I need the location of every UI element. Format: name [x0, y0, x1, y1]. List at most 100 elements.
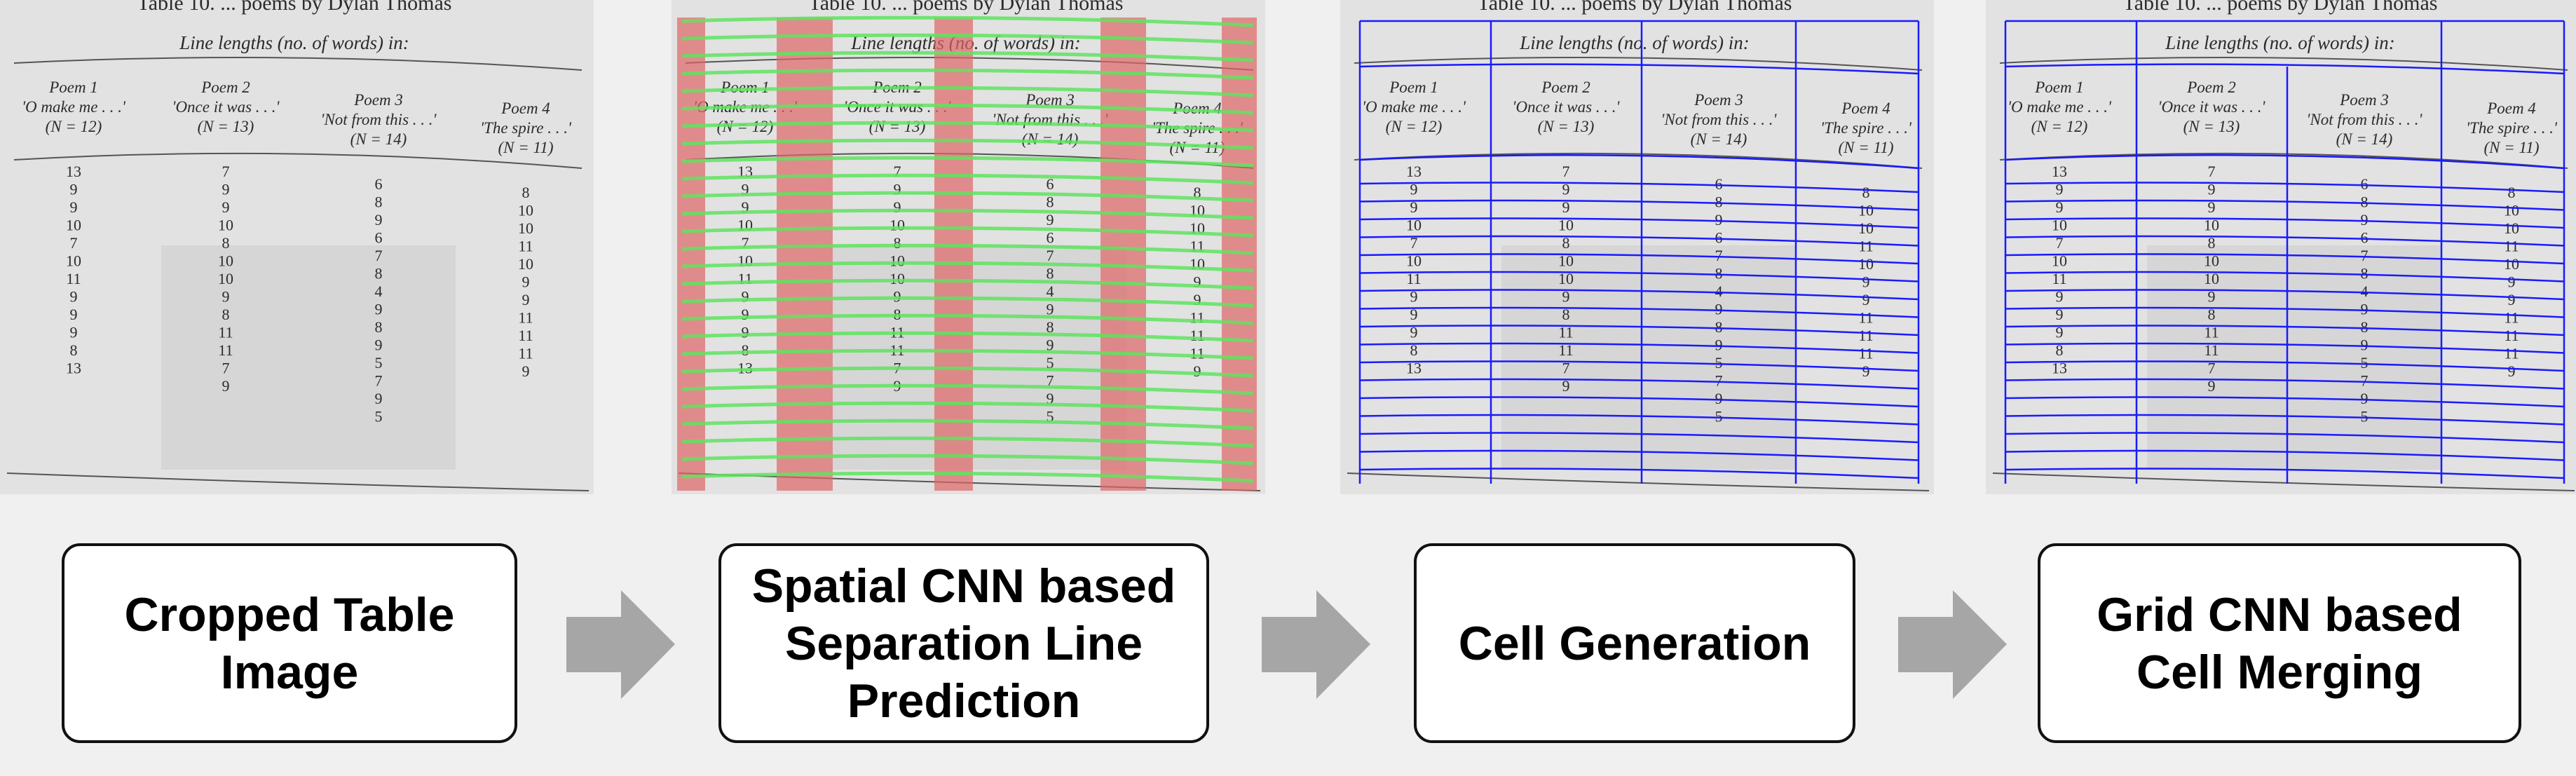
column-title: Poem 3	[1694, 91, 1743, 109]
table-cell-value: 10	[518, 255, 533, 273]
table-cell-value: 8	[1715, 318, 1723, 336]
cell-row-line	[1359, 271, 1919, 283]
table-cell-value: 9	[1410, 288, 1418, 306]
row-separator	[681, 208, 1254, 220]
table-cell-value: 8	[2361, 193, 2369, 211]
row-separator	[681, 103, 1254, 115]
table-cell-value: 9	[1047, 336, 1054, 354]
table-cell-value: 9	[70, 324, 78, 341]
table-cell-value: 8	[742, 341, 749, 359]
table-caption: Table 10. ... poems by Dylan Thomas	[809, 0, 1124, 15]
cell-row-line	[1359, 432, 1919, 444]
table-cell-value: 4	[1715, 283, 1723, 300]
table-cell-value: 6	[1047, 229, 1054, 247]
table-cell-value: 8	[2361, 265, 2369, 283]
column-title: Poem 4	[1841, 100, 1890, 117]
table-cell-value: 10	[218, 252, 233, 270]
column-title: Poem 1	[2034, 79, 2084, 96]
table-cell-value: 7	[70, 234, 78, 252]
cell-row-line	[2005, 414, 2565, 426]
table-cell-value: 10	[2204, 217, 2219, 234]
column-first-line: 'Not from this . . .'	[1661, 111, 1778, 128]
table-header: Line lengths (no. of words) in:	[179, 32, 409, 53]
table-cell-value: 8	[1715, 265, 1723, 283]
column-title: Poem 2	[200, 79, 250, 96]
cell-row-line	[2005, 468, 2565, 479]
table-cell-value: 10	[1558, 252, 1574, 270]
table-cell-value: 10	[2504, 219, 2519, 237]
cell-row-line	[2005, 271, 2565, 283]
table-cell-value: 9	[1715, 336, 1723, 354]
row-separator	[681, 68, 1254, 80]
table-cell-value: 9	[222, 198, 230, 216]
table-cell-value: 8	[1562, 306, 1570, 323]
column-first-line: 'Not from this . . .'	[2307, 111, 2423, 128]
table-cell-value: 13	[66, 360, 81, 377]
column-first-line: 'O make me . . .'	[2008, 98, 2112, 116]
cell-generation-image: Table 10. ... poems by Dylan Thomas Line …	[1340, 0, 1934, 494]
table-cell-value: 11	[1858, 345, 1873, 362]
column-first-line: 'Not from this . . .'	[321, 111, 437, 128]
table-cell-value: 7	[1715, 372, 1723, 390]
table-cell-value: 7	[1410, 234, 1418, 252]
step-label: Grid CNN based Cell Merging	[2097, 587, 2462, 699]
table-cell-value: 11	[1190, 345, 1204, 362]
table-cell-value: 9	[1194, 273, 1201, 291]
row-separator	[681, 418, 1254, 430]
cell-row-line	[1359, 199, 1919, 211]
table-cell-value: 10	[1558, 270, 1574, 287]
cell-row-line	[2005, 253, 2565, 265]
cell-row-line	[2005, 235, 2565, 247]
column-count: (N = 11)	[2484, 139, 2540, 156]
column-separator	[934, 18, 973, 491]
cell-grid	[1358, 20, 1920, 484]
table-cell-value: 8	[1862, 184, 1870, 201]
column-first-line: 'O make me . . .'	[22, 98, 126, 116]
table-cell-value: 6	[2361, 229, 2369, 247]
column-title: Poem 4	[2486, 100, 2536, 117]
table-cell-value: 9	[2208, 377, 2216, 395]
table-header: Line lengths (no. of words) in:	[2165, 32, 2395, 53]
column-title: Poem 3	[2339, 91, 2389, 109]
table-cell-value: 13	[737, 360, 753, 377]
table-cell-value: 10	[218, 270, 233, 287]
table-cell-value: 6	[1715, 175, 1723, 193]
table-cell-value: 8	[70, 341, 78, 359]
cell-row-line	[2005, 325, 2565, 336]
cell-row-line	[2005, 342, 2565, 354]
step-cropped-table: Cropped Table Image	[62, 543, 517, 743]
table-cell-value: 9	[1047, 390, 1054, 407]
cell-row-line	[1359, 154, 1919, 170]
table-cell-value: 9	[2508, 362, 2516, 380]
row-separator	[681, 383, 1254, 395]
table-cell-value: 5	[1047, 408, 1054, 426]
table-cell-value: 8	[1410, 341, 1418, 359]
table-cell-value: 7	[1562, 163, 1570, 180]
table-cell-value: 9	[1715, 211, 1723, 229]
table-cell-value: 10	[1406, 252, 1422, 270]
cell-row-line	[1359, 360, 1919, 372]
table-cell-value: 5	[1715, 408, 1723, 426]
step-separation-prediction: Spatial CNN based Separation Line Predic…	[718, 543, 1209, 743]
table-cell-value: 9	[1410, 324, 1418, 341]
row-separator	[681, 348, 1254, 360]
column-title: Poem 2	[2186, 79, 2236, 96]
row-separator	[681, 191, 1254, 203]
table-cell-value: 9	[375, 301, 383, 318]
table-cell-value: 10	[1858, 219, 1874, 237]
table-cell-value: 9	[1862, 291, 1870, 308]
arrow-right-icon	[1262, 590, 1370, 699]
table-cell-value: 10	[2204, 252, 2219, 270]
cell-row-line	[2005, 396, 2565, 408]
column-count: (N = 13)	[1538, 118, 1595, 135]
column-title: Poem 1	[48, 79, 98, 96]
table-cell-value: 11	[1558, 324, 1573, 341]
column-count: (N = 13)	[198, 118, 254, 135]
table-cell-value: 10	[2052, 217, 2067, 234]
row-separator	[681, 313, 1254, 325]
table-cell-value: 7	[1047, 372, 1054, 390]
column-title: Poem 1	[1389, 79, 1438, 96]
table-cell-value: 13	[66, 163, 81, 180]
table-cell-value: 4	[375, 283, 383, 300]
table-cell-value: 11	[1190, 309, 1204, 327]
